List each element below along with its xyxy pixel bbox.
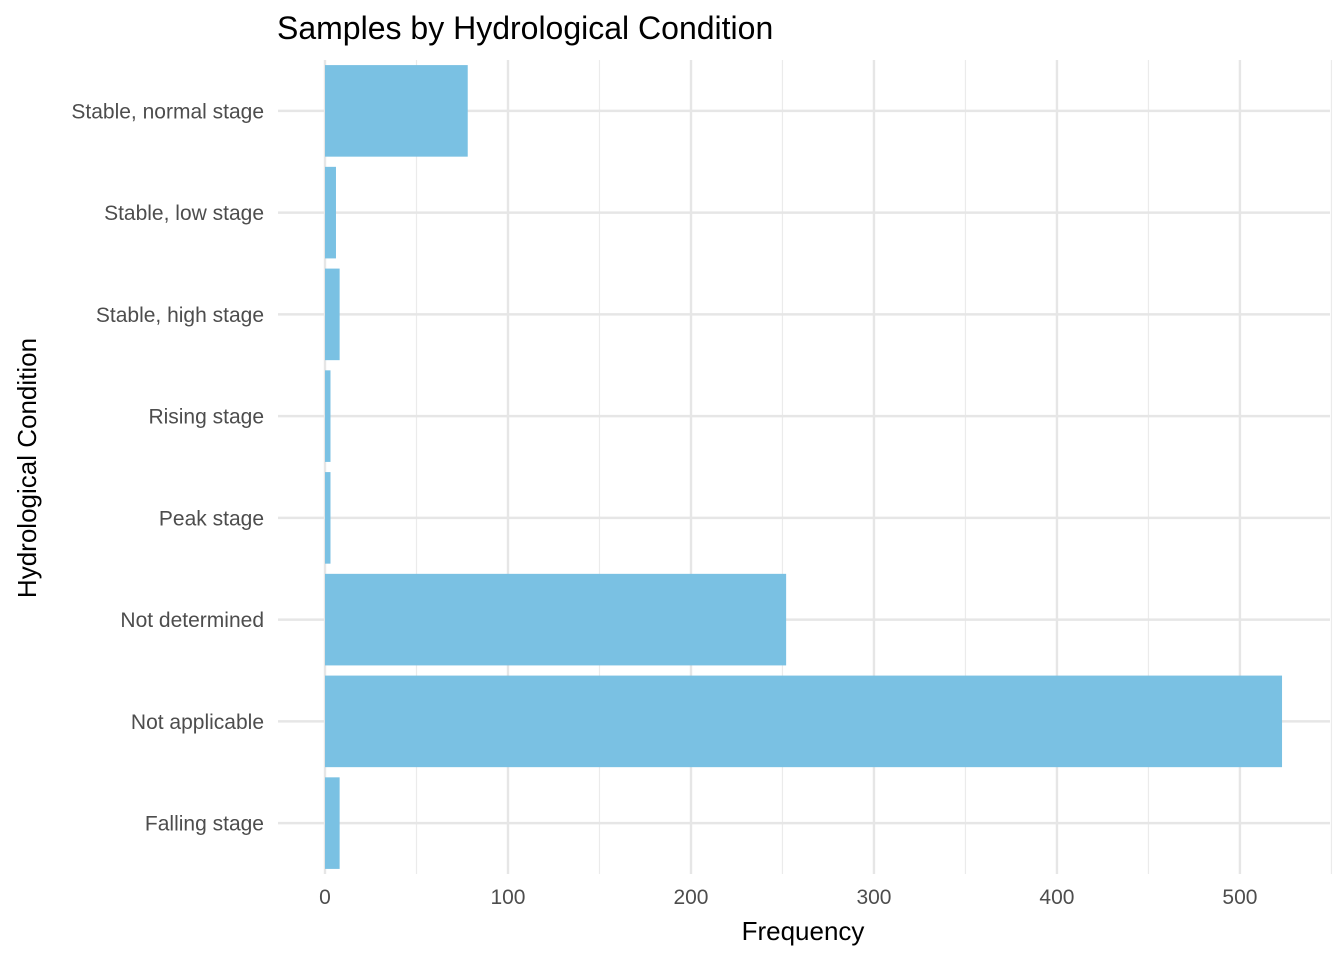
x-axis-title: Frequency (742, 916, 865, 946)
bar (325, 370, 331, 462)
y-tick-label: Stable, normal stage (71, 100, 264, 123)
bar (325, 777, 340, 869)
x-tick-label: 400 (1039, 886, 1074, 909)
bar (325, 675, 1283, 768)
x-tick-label: 500 (1222, 886, 1257, 909)
y-tick-labels: Falling stage Not applicable Not determine… (71, 100, 264, 835)
y-tick-label: Not determined (120, 609, 264, 632)
x-tick-label: 300 (856, 886, 891, 909)
y-tick-label: Not applicable (131, 711, 264, 734)
x-tick-label: 0 (319, 886, 331, 909)
bar (325, 472, 331, 564)
chart-title: Samples by Hydrological Condition (277, 10, 773, 46)
y-tick-label: Stable, high stage (96, 304, 264, 327)
x-tick-label: 100 (490, 886, 525, 909)
bars (325, 65, 1283, 869)
x-tick-label: 200 (673, 886, 708, 909)
y-tick-label: Peak stage (159, 507, 264, 530)
bar (325, 268, 340, 361)
y-tick-label: Falling stage (145, 813, 264, 836)
y-tick-label: Stable, low stage (104, 202, 264, 225)
y-tick-label: Rising stage (148, 406, 264, 429)
bar (325, 166, 336, 259)
x-tick-labels: 0 100 200 300 400 500 (319, 886, 1257, 909)
y-axis-title: Hydrological Condition (12, 338, 42, 598)
bar (325, 573, 787, 666)
bar (325, 65, 468, 157)
